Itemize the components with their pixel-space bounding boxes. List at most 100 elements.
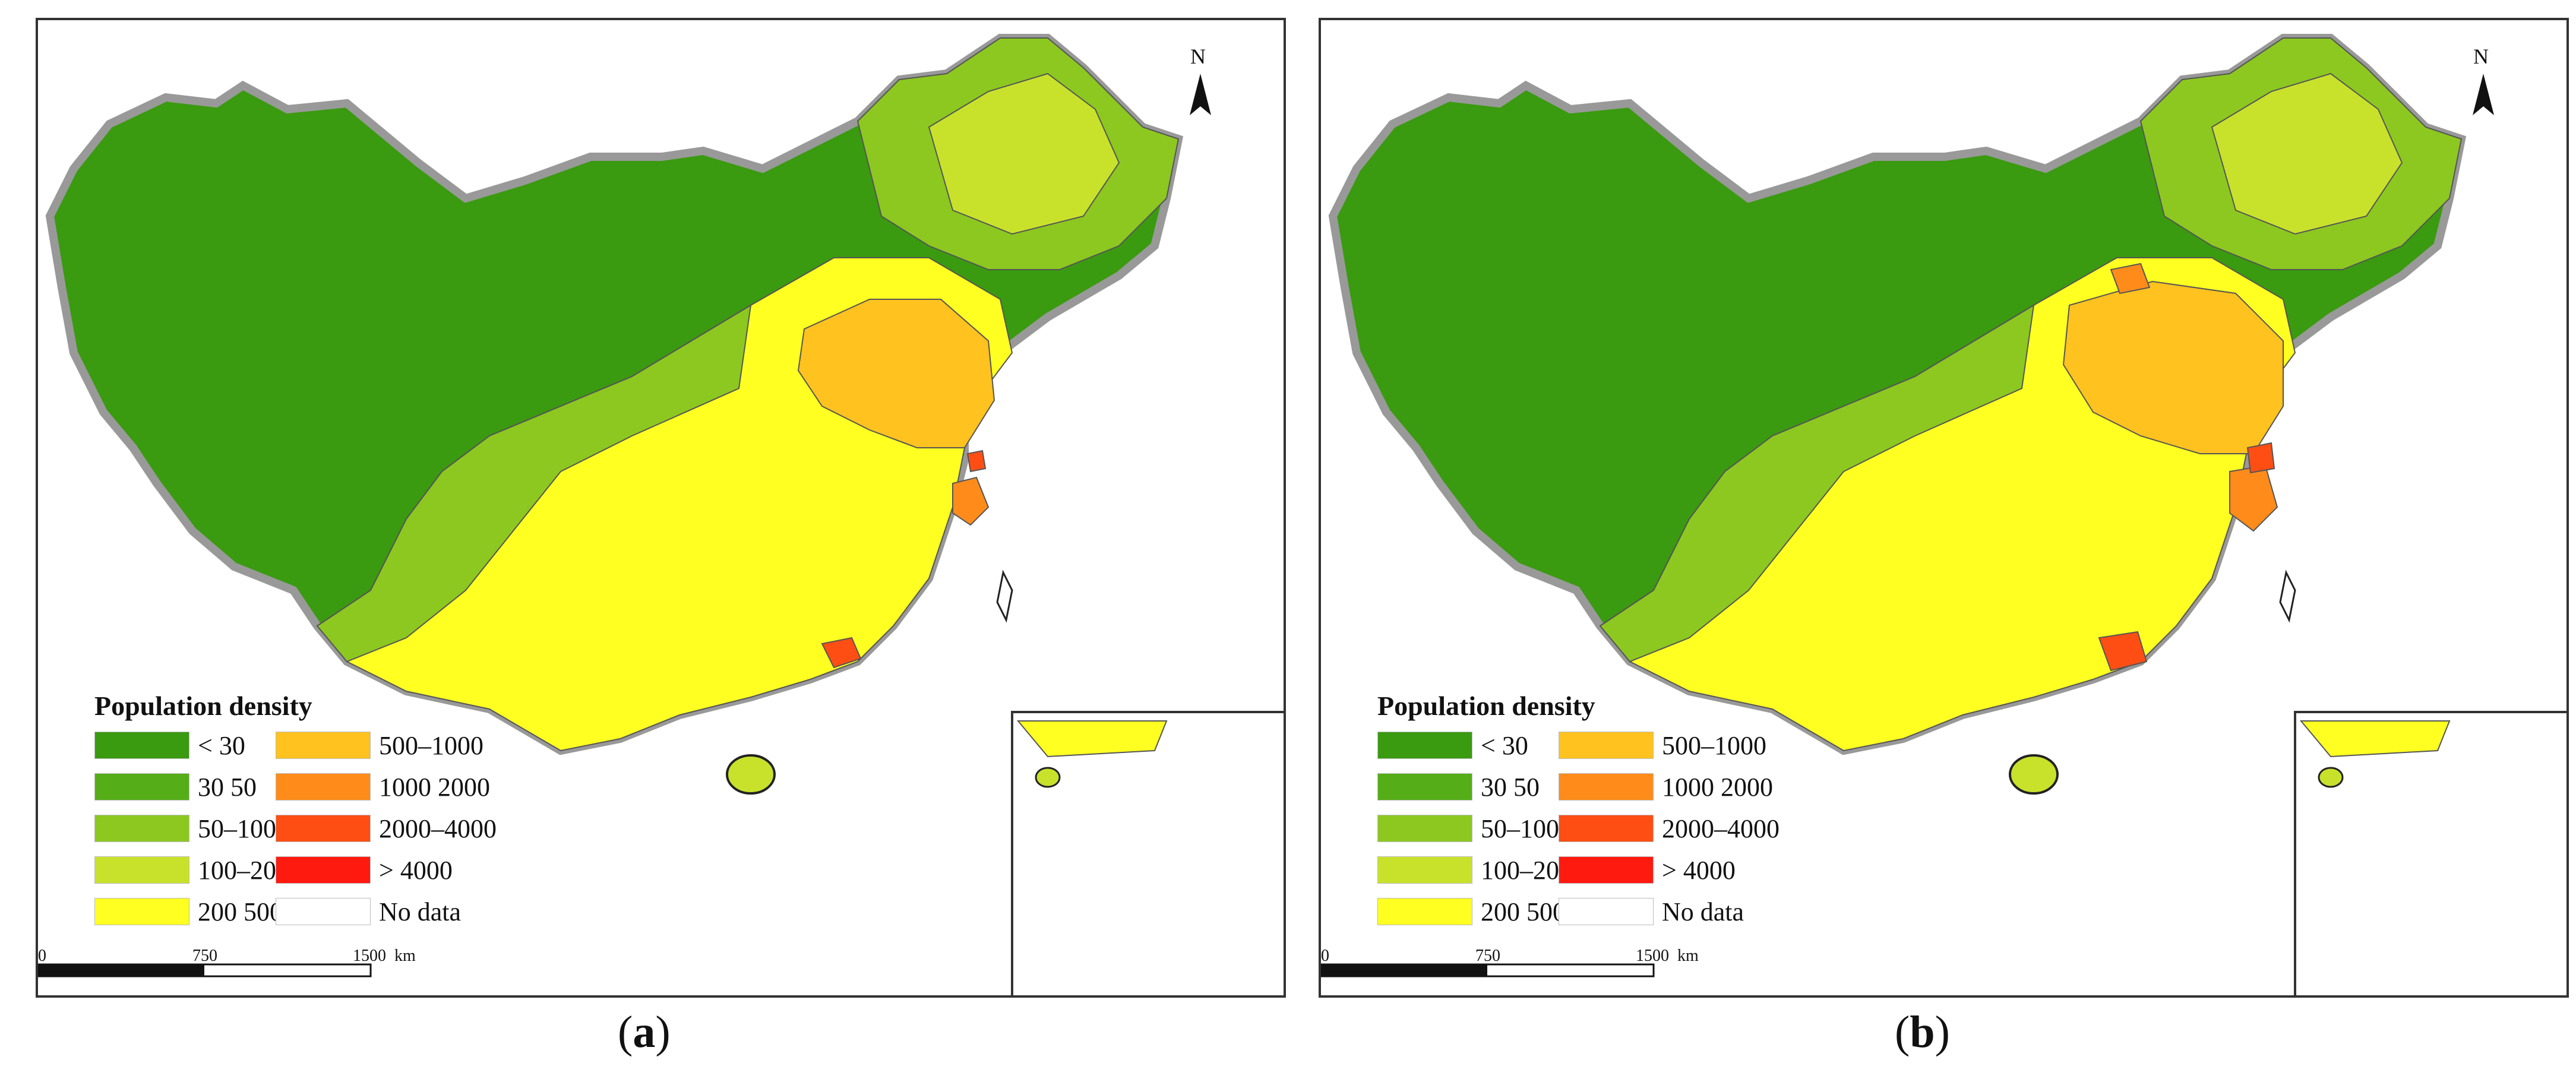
legend-swatch — [94, 898, 189, 925]
north-label: N — [2473, 45, 2489, 68]
legend-swatch — [276, 773, 371, 801]
hainan-island — [2009, 754, 2059, 795]
legend-label: < 30 — [1481, 730, 1528, 760]
scale-tick-label: 0 — [1321, 947, 1329, 965]
legend-swatch — [276, 815, 371, 842]
hainan-island — [726, 754, 776, 795]
legend-item: > 4000 — [276, 855, 453, 885]
legend-item: No data — [1559, 896, 1744, 927]
taiwan-island — [2279, 570, 2296, 623]
legend-swatch — [276, 898, 371, 925]
legend-label: 500–1000 — [379, 730, 483, 760]
legend-swatch — [1559, 856, 1654, 884]
shanghai — [2246, 442, 2275, 474]
legend-swatch — [94, 856, 189, 884]
scale-tick-label: 0 — [38, 947, 46, 965]
western-band — [1599, 304, 2035, 663]
caption-open: ( — [1895, 1007, 1910, 1057]
legend-swatch — [1559, 773, 1654, 801]
legend-swatch — [276, 732, 371, 759]
legend-item: 100–200 — [1377, 855, 1572, 885]
legend-item: 2000–4000 — [1559, 813, 1780, 844]
legend-label: < 30 — [198, 730, 245, 760]
legend-swatch — [1377, 898, 1472, 925]
legend-swatch — [1559, 732, 1654, 759]
legend-label: 2000–4000 — [1662, 814, 1780, 843]
caption-close: ) — [1935, 1007, 1950, 1057]
scale-unit-label: km — [394, 947, 416, 965]
north-arrow-icon — [2473, 74, 2494, 115]
legend-item: 30 50 — [1377, 771, 1540, 802]
legend-label: 1000 2000 — [379, 772, 490, 802]
caption-open: ( — [618, 1007, 633, 1057]
legend-item: 30 50 — [94, 771, 257, 802]
china-map-a — [38, 34, 1284, 995]
legend-label: 100–200 — [198, 855, 289, 885]
south-china-sea-inset — [1011, 711, 1284, 995]
pearl-river-delta — [2098, 631, 2148, 672]
legend-swatch — [1559, 815, 1654, 842]
legend-item: 1000 2000 — [1559, 771, 1773, 802]
legend-label: 500–1000 — [1662, 730, 1766, 760]
east-coast-dense — [2229, 464, 2278, 532]
legend-item: < 30 — [94, 730, 245, 761]
legend-label: 200 500 — [198, 897, 283, 926]
legend-item: > 4000 — [1559, 855, 1736, 885]
scale-tick-label: 1500 — [1636, 947, 1669, 965]
legend-label: 30 50 — [1481, 772, 1540, 802]
pearl-river-delta — [821, 637, 862, 669]
legend-item: 200 500 — [1377, 896, 1566, 927]
legend-swatch — [1559, 898, 1654, 925]
north-china-plain — [797, 299, 995, 448]
legend-item: < 30 — [1377, 730, 1528, 761]
north-arrow-icon — [1190, 74, 1211, 115]
north-label: N — [1190, 45, 1206, 68]
legend-swatch — [94, 773, 189, 801]
scale-tick-label: 750 — [192, 947, 217, 965]
caption-b: (b) — [1895, 1007, 1950, 1058]
caption-close: ) — [655, 1007, 671, 1057]
caption-letter: a — [633, 1007, 656, 1057]
scale-tick-label: 1500 — [353, 947, 386, 965]
northeast-inner — [2211, 72, 2403, 235]
legend-label: > 4000 — [379, 855, 453, 885]
legend-label: 1000 2000 — [1662, 772, 1773, 802]
legend-swatch — [94, 732, 189, 759]
legend-label: > 4000 — [1662, 855, 1736, 885]
legend-item: 1000 2000 — [276, 771, 490, 802]
map-panel-b: N Population density < 30 30 50 50–100 1… — [1319, 18, 2569, 998]
legend-item: 2000–4000 — [276, 813, 497, 844]
legend-item: 100–200 — [94, 855, 289, 885]
legend-title: Population density — [1377, 691, 1595, 721]
legend-swatch — [94, 815, 189, 842]
legend-swatch — [1377, 856, 1472, 884]
shanghai — [966, 450, 987, 473]
legend-label: 50–100 — [1481, 814, 1559, 843]
legend-swatch — [276, 856, 371, 884]
caption-a: (a) — [618, 1007, 671, 1058]
map-panel-a: N Population density < 30 30 50 50–100 1… — [36, 18, 1286, 998]
legend-item: 50–100 — [94, 813, 276, 844]
east-coast-dense — [952, 476, 990, 526]
legend-item: 500–1000 — [1559, 730, 1766, 761]
legend-swatch — [1377, 773, 1472, 801]
legend-label: 50–100 — [198, 814, 276, 843]
china-map-b — [1321, 34, 2566, 995]
south-china-sea-inset — [2294, 711, 2566, 995]
legend-item: 50–100 — [1377, 813, 1559, 844]
western-band — [316, 304, 752, 663]
legend-label: 30 50 — [198, 772, 257, 802]
legend-label: 2000–4000 — [379, 814, 497, 843]
legend-label: No data — [1662, 897, 1744, 926]
legend-label: 100–200 — [1481, 855, 1572, 885]
legend-swatch — [1377, 815, 1472, 842]
legend-label: 200 500 — [1481, 897, 1566, 926]
legend-label: No data — [379, 897, 462, 926]
northeast-inner — [928, 72, 1120, 235]
scale-unit-label: km — [1677, 947, 1699, 965]
legend-item: No data — [276, 896, 461, 927]
legend-item: 200 500 — [94, 896, 283, 927]
scale-tick-label: 750 — [1475, 947, 1500, 965]
legend-title: Population density — [94, 691, 312, 721]
caption-letter: b — [1910, 1007, 1935, 1057]
